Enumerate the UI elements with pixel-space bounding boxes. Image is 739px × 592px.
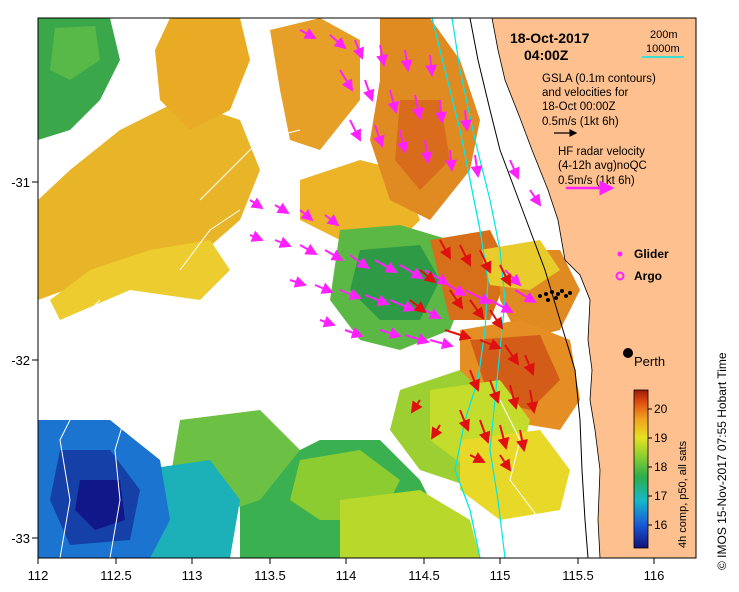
map-date: 18-Oct-2017 (510, 30, 590, 46)
gsla-scale-label: 0.5m/s (1kt 6h) (542, 116, 619, 128)
hf-radar-arrows (249, 28, 542, 350)
x-tick-label: 115 (490, 568, 511, 583)
colorbar-label: 4h comp, p50, all sats (677, 440, 689, 548)
colorbar-tick-label: 20 (654, 402, 668, 416)
x-tick-label: 116 (644, 568, 665, 583)
colorbar-tick-label: 17 (654, 489, 668, 503)
x-tick-label: 114.5 (408, 568, 440, 583)
gsla-contours (59, 129, 541, 558)
x-tick-label: 112 (28, 568, 49, 583)
glider-track (538, 289, 572, 302)
argo-legend-icon (615, 271, 625, 281)
gsla-arrows (409, 239, 539, 472)
contour-legend-1000m: 1000m (646, 43, 680, 55)
colorbar-tick-label: 16 (654, 518, 668, 532)
glider-legend-label: Glider (634, 247, 669, 261)
contour-legend-200m: 200m (650, 29, 678, 41)
glider-legend-icon (617, 251, 623, 257)
contour-200m (451, 18, 506, 558)
y-axis (32, 181, 38, 539)
x-tick-label: 115.5 (562, 568, 594, 583)
contour-200m (469, 18, 589, 558)
perth-marker-icon (623, 348, 633, 358)
y-tick-label: -33 (11, 531, 30, 546)
contour-1000m (431, 18, 489, 558)
x-tick-label: 113.5 (254, 568, 286, 583)
x-tick-label: 114 (336, 568, 357, 583)
gsla-legend-line: GSLA (0.1m contours) (542, 73, 656, 85)
credit-text: © IMOS 15-Nov-2017 07:55 Hobart Time (715, 352, 729, 570)
colorbar (633, 389, 649, 549)
colorbar-tick-label: 18 (654, 460, 668, 474)
gsla-legend-line: and velocities for (542, 87, 628, 99)
x-tick-label: 112.5 (100, 568, 132, 583)
plot-area (38, 18, 696, 558)
y-tick-label: -32 (11, 353, 30, 368)
colorbar-tick-label: 19 (654, 431, 668, 445)
argo-legend-label: Argo (634, 269, 662, 283)
map-time: 04:00Z (524, 47, 569, 63)
colorbar-ticks (648, 408, 652, 526)
perth-label: Perth (634, 354, 665, 369)
hf-legend-line: (4-12h avg)noQC (558, 160, 647, 172)
plot-frame (37, 17, 697, 559)
sst-field (38, 18, 580, 558)
hf-legend-line: HF radar velocity (558, 146, 645, 158)
x-axis (37, 558, 655, 564)
hf-scale-label: 0.5m/s (1kt 6h) (558, 175, 635, 187)
y-tick-label: -31 (11, 175, 30, 190)
x-tick-label: 113 (182, 568, 203, 583)
gsla-legend-line: 18-Oct 00:00Z (542, 101, 616, 113)
